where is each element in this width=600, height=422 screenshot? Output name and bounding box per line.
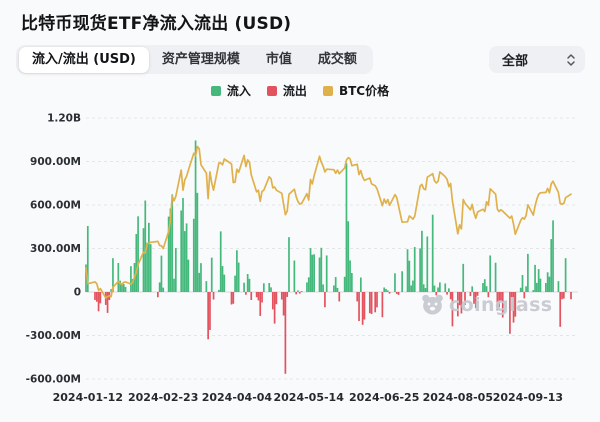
flow-bars	[85, 140, 572, 374]
chart-legend: 流入 流出 BTC价格	[0, 82, 600, 99]
svg-text:2024-01-12: 2024-01-12	[53, 391, 123, 404]
btc-price-swatch-icon	[322, 85, 333, 96]
legend-outflow-label: 流出	[282, 84, 307, 98]
tab-market-cap[interactable]: 市值	[265, 51, 292, 67]
legend-inflow-label: 流入	[226, 84, 251, 98]
tab-inflow-outflow[interactable]: 流入/流出 (USD)	[19, 46, 149, 73]
svg-text:-300.00M: -300.00M	[26, 330, 81, 342]
etf-filter-select[interactable]: 全部	[489, 46, 585, 73]
tab-volume[interactable]: 成交额	[317, 51, 357, 67]
page-title: 比特币现货ETF净流入流出 (USD)	[21, 14, 292, 34]
legend-item-inflow[interactable]: 流入	[210, 82, 251, 99]
etf-flow-chart[interactable]: 1.20B 900.00M 600.00M 300.00M 0 -300.00M -600.…	[0, 100, 600, 418]
tab-aum[interactable]: 资产管理规模	[161, 51, 240, 67]
outflow-swatch-icon	[266, 85, 277, 96]
svg-text:900.00M: 900.00M	[30, 156, 81, 168]
inflow-swatch-icon	[210, 85, 221, 96]
y-axis-labels: 1.20B 900.00M 600.00M 300.00M 0 -300.00M -600.…	[26, 113, 81, 386]
svg-text:600.00M: 600.00M	[30, 200, 81, 212]
svg-text:1.20B: 1.20B	[47, 113, 81, 125]
svg-text:2024-02-23: 2024-02-23	[128, 391, 198, 404]
svg-text:300.00M: 300.00M	[30, 243, 81, 255]
svg-text:2024-09-13: 2024-09-13	[493, 391, 563, 404]
svg-text:2024-08-05: 2024-08-05	[423, 391, 493, 404]
legend-item-btc-price[interactable]: BTC价格	[322, 82, 390, 99]
select-chevrons-icon	[566, 53, 576, 67]
legend-item-outflow[interactable]: 流出	[266, 82, 307, 99]
x-axis-labels: 2024-01-12 2024-02-23 2024-04-04 2024-05-14…	[53, 391, 563, 404]
svg-text:2024-06-25: 2024-06-25	[349, 391, 419, 404]
svg-text:0: 0	[74, 287, 81, 299]
chart-tabbar: 流入/流出 (USD) 资产管理规模 市值 成交额	[16, 45, 373, 74]
y-gridlines	[86, 117, 578, 380]
legend-btc-price-label: BTC价格	[338, 84, 390, 98]
svg-text:2024-04-04: 2024-04-04	[202, 391, 273, 404]
flow-chart-canvas[interactable]: 1.20B 900.00M 600.00M 300.00M 0 -300.00M -600.…	[0, 100, 600, 418]
btc-price-line	[85, 145, 572, 299]
etf-filter-value: 全部	[502, 54, 529, 69]
svg-text:2024-05-14: 2024-05-14	[274, 391, 345, 404]
svg-text:-600.00M: -600.00M	[26, 374, 81, 386]
